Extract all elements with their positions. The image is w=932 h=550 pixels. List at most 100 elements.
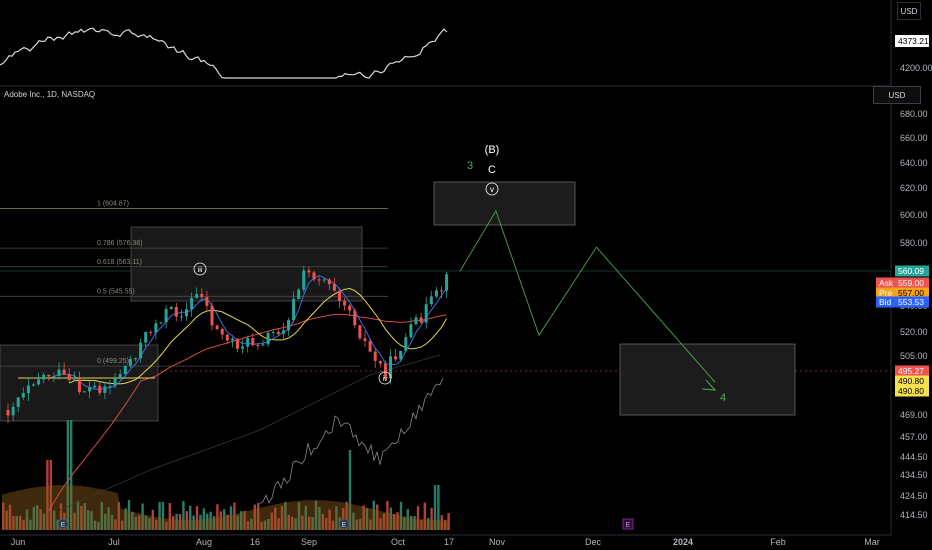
price-tag-value-5: 490.80 — [898, 376, 924, 386]
candle-body — [52, 375, 56, 377]
volume-bar — [240, 511, 243, 530]
volume-bar — [301, 515, 304, 530]
symbol-title: Adobe Inc., 1D, NASDAQ — [4, 90, 95, 99]
volume-bar — [396, 512, 399, 530]
volume-bar — [87, 510, 90, 530]
candle-body — [373, 351, 377, 361]
wave-v-circle — [485, 182, 499, 196]
event-marker-3[interactable]: E — [622, 518, 634, 530]
svg-text:E: E — [342, 522, 347, 529]
candle-body — [62, 369, 66, 375]
volume-bar — [321, 513, 324, 530]
volume-bar — [172, 515, 175, 530]
volume-bar — [447, 513, 450, 530]
volume-bar — [362, 505, 365, 530]
currency-button-upper[interactable]: USD — [897, 2, 921, 20]
volume-bar — [158, 501, 161, 530]
volume-bar — [49, 460, 52, 530]
wave-iv-circle — [378, 371, 392, 385]
volume-bar — [175, 513, 178, 530]
candle-body — [419, 317, 423, 323]
candle-body — [429, 296, 433, 305]
volume-bar — [53, 510, 56, 530]
event-marker-2[interactable]: E — [338, 518, 350, 530]
volume-bar — [277, 518, 280, 530]
volume-bar — [32, 506, 35, 530]
time-axis[interactable]: Jun Jul Aug 16 Sep Oct 17 Nov Dec 2024 Feb Mar — [11, 537, 880, 547]
candle-body — [256, 344, 260, 346]
volume-bar — [124, 508, 127, 530]
volume-bar — [229, 506, 233, 530]
volume-bar — [70, 420, 73, 530]
volume-bar — [199, 514, 202, 530]
volume-bar — [406, 509, 409, 530]
indicator-line — [259, 378, 444, 504]
price-tick-8: 505.00 — [900, 351, 928, 361]
volume-bar — [83, 503, 86, 530]
price-axis[interactable]: 680.00660.00640.00620.00600.00580.00540.… — [900, 109, 928, 520]
candle-body — [21, 393, 25, 398]
volume-bar — [386, 500, 389, 530]
volume-bar — [56, 519, 59, 530]
candle-body — [312, 272, 316, 280]
candles — [6, 265, 449, 424]
volume-bar — [382, 513, 386, 530]
candle-body — [179, 316, 183, 318]
volume-bar — [246, 521, 250, 530]
price-tick-9: 469.00 — [900, 410, 928, 420]
volume-bar — [195, 506, 199, 530]
volume-bar — [352, 512, 355, 530]
volume-bar — [155, 519, 158, 530]
volume-bar — [39, 509, 42, 530]
volume-bar — [291, 516, 294, 530]
candle-body — [266, 332, 270, 345]
volume-bar — [223, 509, 226, 530]
volume-bar — [100, 501, 103, 530]
candle-body — [185, 309, 188, 317]
candle-body — [399, 350, 403, 360]
price-tag-4: 495.27 — [895, 365, 929, 377]
time-tick-9: 2024 — [673, 537, 693, 547]
volume-bar — [219, 511, 222, 530]
volume-bar — [284, 501, 287, 530]
projection-arrow-icon — [701, 379, 717, 391]
price-tick-5: 580.00 — [900, 238, 928, 248]
candle-body — [236, 338, 239, 349]
price-tag-value-4: 495.27 — [898, 366, 924, 376]
candle-body — [414, 317, 418, 325]
price-tag-value-0: 560.09 — [898, 266, 924, 276]
event-marker-1[interactable]: E — [57, 518, 69, 530]
price-tick-11: 444.50 — [900, 452, 928, 462]
volume-bars — [2, 420, 450, 530]
candle-body — [322, 279, 326, 281]
candle-body — [281, 330, 285, 334]
candle-body — [424, 304, 428, 323]
wave-label-c: C — [488, 164, 496, 176]
volume-bar — [12, 516, 15, 530]
price-tick-10: 457.00 — [900, 432, 928, 442]
time-tick-7: Nov — [489, 537, 506, 547]
candle-body — [113, 378, 117, 386]
volume-bar — [73, 512, 76, 530]
time-tick-3: 16 — [250, 537, 260, 547]
wave-iii-circle — [193, 262, 207, 276]
price-tag-value-3: 553.53 — [898, 297, 924, 307]
candle-body — [47, 374, 51, 377]
time-tick-0: Jun — [11, 537, 26, 547]
wave-label-3: 3 — [467, 160, 473, 172]
candle-body — [389, 356, 392, 379]
time-tick-1: Jul — [108, 537, 120, 547]
volume-bar — [389, 507, 392, 530]
volume-bar — [345, 501, 348, 530]
candle-body — [149, 332, 153, 334]
candle-body — [327, 279, 331, 285]
currency-button-main[interactable]: USD — [873, 86, 921, 104]
time-tick-6: 17 — [444, 537, 454, 547]
candle-body — [220, 329, 224, 335]
price-tag-label-3: Bid — [879, 297, 892, 307]
volume-bar — [413, 515, 416, 530]
fib-label-1: 0.786 (576.38) — [97, 240, 143, 247]
target-box-bottom — [619, 343, 796, 416]
candle-body — [103, 386, 107, 393]
